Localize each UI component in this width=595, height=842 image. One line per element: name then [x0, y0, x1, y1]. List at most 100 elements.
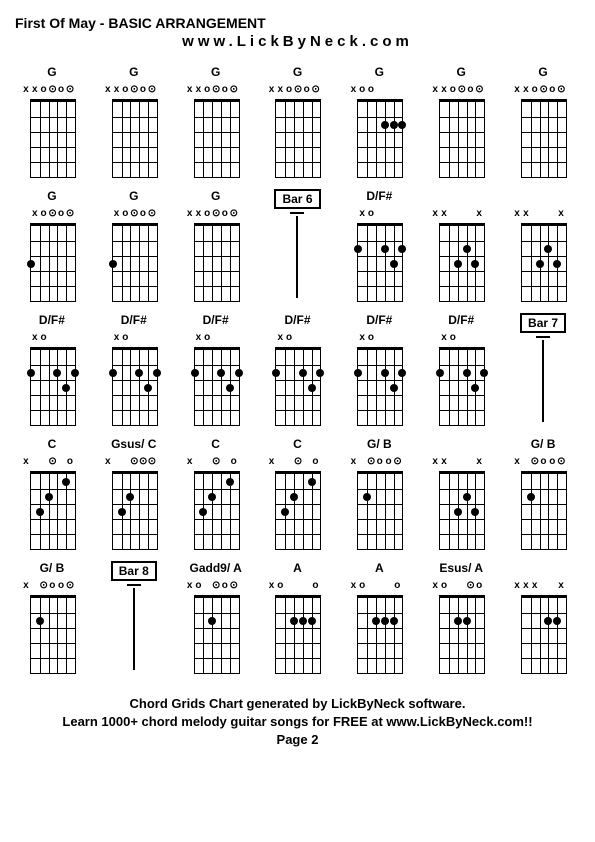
fretboard [194, 347, 240, 426]
marker-row: xxo⊙o⊙ [521, 84, 565, 96]
fretboard [275, 595, 321, 674]
fretboard [275, 471, 321, 550]
chord-diagram: xxxx [513, 580, 573, 675]
fretboard [30, 99, 76, 178]
chord-diagram: xo⊙o⊙ [186, 580, 246, 675]
chord-label: G [129, 65, 138, 81]
chord-label: Esus/ A [439, 561, 483, 577]
fretboard [357, 99, 403, 178]
chord-label: Gadd9/ A [190, 561, 242, 577]
chord-diagram: x⊙o [22, 456, 82, 551]
grid-cell: Bar 8 [97, 561, 171, 675]
chord-diagram: xo [186, 332, 246, 427]
chord-label: G [129, 189, 138, 205]
fretboard [112, 347, 158, 426]
marker-row: xxo⊙o⊙ [194, 84, 238, 96]
grid-cell: Gxxo⊙o⊙ [179, 65, 253, 179]
chord-label: D/F# [121, 313, 147, 329]
bar-label: Bar 7 [520, 313, 566, 333]
footer: Chord Grids Chart generated by LickByNec… [15, 695, 580, 750]
chord-label: G [457, 65, 466, 81]
grid-cell: Cx⊙o [15, 437, 89, 551]
fretboard [112, 223, 158, 302]
grid-cell: G/ Bx⊙oo⊙ [506, 437, 580, 551]
marker-row: x⊙oo⊙ [521, 456, 565, 468]
marker-row: xoo [357, 84, 401, 96]
grid-cell: Gxxo⊙o⊙ [179, 189, 253, 303]
chord-label: D/F# [448, 313, 474, 329]
chord-diagram: xo [267, 332, 327, 427]
chord-diagram: xo [431, 332, 491, 427]
chord-label: D/F# [366, 189, 392, 205]
marker-row: xo [112, 332, 156, 344]
fretboard [194, 471, 240, 550]
chord-diagram: xo [104, 332, 164, 427]
fretboard [439, 595, 485, 674]
fretboard [30, 471, 76, 550]
marker-row: xoo [275, 580, 319, 592]
grid-cell: D/F#xo [342, 313, 416, 427]
fretboard [194, 99, 240, 178]
chord-diagram: x⊙o [186, 456, 246, 551]
fretboard [439, 99, 485, 178]
chord-diagram: xoo [349, 580, 409, 675]
fretboard [357, 223, 403, 302]
page-subtitle: www.LickByNeck.com [15, 33, 580, 50]
bar-label: Bar 6 [274, 189, 320, 209]
marker-row: xo [30, 332, 74, 344]
fretboard [112, 99, 158, 178]
grid-cell: D/F# xo [424, 313, 498, 427]
page-title: First Of May - BASIC ARRANGEMENT [15, 15, 580, 31]
marker-row: xo⊙o⊙ [194, 580, 238, 592]
chord-label: A [375, 561, 384, 577]
grid-cell: D/F# xo [15, 313, 89, 427]
chord-diagram: xxo⊙o⊙ [186, 84, 246, 179]
chord-diagram: xxx [431, 208, 491, 303]
grid-cell: Gxo⊙o⊙ [15, 189, 89, 303]
chord-label: C [48, 437, 57, 453]
grid-cell: D/F# xo [342, 189, 416, 303]
chord-diagram: x⊙oo⊙ [22, 580, 82, 675]
fretboard [357, 595, 403, 674]
chord-label: A [293, 561, 302, 577]
marker-row: xo [357, 332, 401, 344]
chord-diagram: xxx [431, 456, 491, 551]
bar-label: Bar 8 [111, 561, 157, 581]
bar-marker [267, 212, 327, 298]
fretboard [357, 471, 403, 550]
grid-cell: xxxx [506, 561, 580, 675]
chord-diagram: xo [349, 332, 409, 427]
chord-diagram: xxo⊙o⊙ [104, 84, 164, 179]
chord-diagram: xxo⊙o⊙ [267, 84, 327, 179]
chord-diagram: xo⊙o⊙ [104, 208, 164, 303]
fretboard [194, 223, 240, 302]
marker-row: x⊙oo⊙ [357, 456, 401, 468]
chord-label: D/F# [39, 313, 65, 329]
grid-cell: D/F# xo [179, 313, 253, 427]
fretboard [521, 471, 567, 550]
marker-row: xxo⊙o⊙ [112, 84, 156, 96]
marker-row: x⊙o [30, 456, 74, 468]
grid-cell: Gxxo⊙o⊙ [506, 65, 580, 179]
fretboard [194, 595, 240, 674]
chord-diagram: xxo⊙o⊙ [22, 84, 82, 179]
grid-cell: Bar 6 [261, 189, 335, 303]
marker-row: xxo⊙o⊙ [194, 208, 238, 220]
marker-row: xo⊙o⊙ [30, 208, 74, 220]
grid-cell: Gadd9/ A xo⊙o⊙ [179, 561, 253, 675]
chord-diagram: xo [349, 208, 409, 303]
chord-diagram: x⊙oo⊙ [349, 456, 409, 551]
marker-row: xo⊙o⊙ [112, 208, 156, 220]
chord-grid: Gxxo⊙o⊙Gxxo⊙o⊙Gxxo⊙o⊙Gxxo⊙o⊙GxooGxxo⊙o⊙G… [15, 65, 580, 675]
chord-label: D/F# [203, 313, 229, 329]
grid-cell: Gxo⊙o⊙ [97, 189, 171, 303]
grid-cell: Bar 7 [506, 313, 580, 427]
footer-line-3: Page 2 [15, 731, 580, 749]
marker-row: xo [275, 332, 319, 344]
marker-row: xo [194, 332, 238, 344]
grid-cell: xxx [506, 189, 580, 303]
chord-label: G [375, 65, 384, 81]
chord-label: G [538, 65, 547, 81]
chord-label: D/F# [284, 313, 310, 329]
marker-row: xxx [439, 456, 483, 468]
